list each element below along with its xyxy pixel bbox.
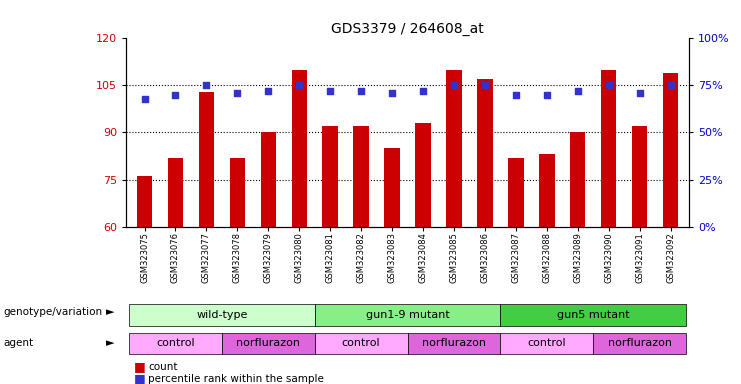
Bar: [500, 305, 686, 326]
Bar: [415, 123, 431, 227]
Point: [448, 82, 460, 88]
Bar: [199, 92, 214, 227]
Text: gun5 mutant: gun5 mutant: [557, 310, 630, 319]
Bar: [500, 333, 594, 354]
Bar: [129, 305, 315, 326]
Text: gun1-9 mutant: gun1-9 mutant: [365, 310, 450, 319]
Bar: [570, 132, 585, 227]
Point: [201, 82, 213, 88]
Bar: [167, 157, 183, 227]
Point: [417, 88, 429, 94]
Bar: [508, 157, 524, 227]
Bar: [261, 132, 276, 227]
Text: control: control: [342, 338, 380, 348]
Point: [325, 88, 336, 94]
Bar: [222, 333, 315, 354]
Text: ►: ►: [107, 308, 115, 318]
Bar: [477, 79, 493, 227]
Bar: [539, 154, 554, 227]
Bar: [137, 176, 152, 227]
Point: [170, 92, 182, 98]
Text: norflurazon: norflurazon: [236, 338, 300, 348]
Point: [634, 90, 645, 96]
Text: norflurazon: norflurazon: [608, 338, 671, 348]
Text: genotype/variation: genotype/variation: [4, 308, 103, 318]
Point: [355, 88, 367, 94]
Text: ■: ■: [133, 372, 145, 384]
Bar: [129, 333, 222, 354]
Bar: [315, 305, 500, 326]
Point: [262, 88, 274, 94]
Bar: [632, 126, 648, 227]
Point: [479, 82, 491, 88]
Bar: [663, 73, 678, 227]
Bar: [291, 70, 307, 227]
Title: GDS3379 / 264608_at: GDS3379 / 264608_at: [331, 22, 484, 36]
Bar: [385, 148, 400, 227]
Point: [572, 88, 584, 94]
Point: [541, 92, 553, 98]
Text: percentile rank within the sample: percentile rank within the sample: [148, 374, 324, 384]
Text: control: control: [528, 338, 566, 348]
Bar: [594, 333, 686, 354]
Bar: [601, 70, 617, 227]
Text: ►: ►: [107, 338, 115, 348]
Text: norflurazon: norflurazon: [422, 338, 486, 348]
Point: [602, 82, 614, 88]
Bar: [322, 126, 338, 227]
Text: ■: ■: [133, 360, 145, 373]
Bar: [446, 70, 462, 227]
Point: [139, 96, 150, 102]
Point: [510, 92, 522, 98]
Bar: [408, 333, 500, 354]
Text: agent: agent: [4, 338, 34, 348]
Text: control: control: [156, 338, 195, 348]
Point: [231, 90, 243, 96]
Bar: [230, 157, 245, 227]
Bar: [353, 126, 369, 227]
Text: count: count: [148, 361, 178, 372]
Bar: [315, 333, 408, 354]
Point: [665, 82, 677, 88]
Point: [293, 82, 305, 88]
Text: wild-type: wild-type: [196, 310, 247, 319]
Point: [386, 90, 398, 96]
